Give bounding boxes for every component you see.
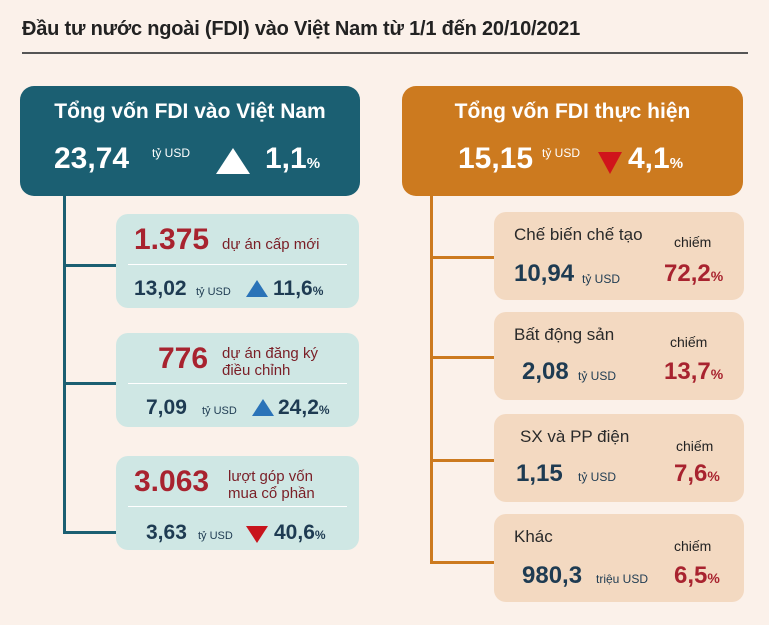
adjusted-projects-desc-1: dự án đăng ký — [222, 345, 318, 362]
new-projects-card: 1.375 dự án cấp mới 13,02 tỷ USD 11,6% — [116, 214, 359, 308]
manufacturing-share: 72,2% — [664, 260, 724, 287]
left-connector-branch-3 — [63, 531, 117, 534]
right-connector-branch-3 — [430, 459, 495, 462]
adjusted-projects-count: 776 — [158, 342, 209, 375]
down-arrow-icon — [598, 152, 622, 174]
new-projects-capital: 13,02 — [134, 277, 187, 300]
power-unit: tỷ USD — [578, 470, 617, 484]
implemented-fdi-title: Tổng vốn FDI thực hiện — [454, 100, 691, 123]
right-connector-branch-1 — [430, 256, 495, 259]
right-connector-branch-4 — [430, 561, 495, 564]
real-estate-label: Bất động sản — [514, 325, 615, 344]
adjusted-projects-card: 776 dự án đăng ký điều chỉnh 7,09 tỷ USD… — [116, 333, 359, 427]
other-card: Khác chiếm 980,3 triệu USD 6,5% — [494, 514, 744, 602]
other-value: 980,3 — [522, 562, 583, 589]
left-connector-vertical — [63, 196, 66, 534]
page-title: Đầu tư nước ngoài (FDI) vào Việt Nam từ … — [22, 18, 581, 40]
implemented-fdi-change: 4,1% — [628, 142, 684, 175]
power-share: 7,6% — [674, 460, 720, 487]
capital-contribution-count: 3.063 — [134, 465, 210, 498]
new-projects-unit: tỷ USD — [196, 286, 231, 298]
manufacturing-share-label: chiếm — [674, 234, 712, 250]
real-estate-share: 13,7% — [664, 358, 724, 385]
adjusted-projects-change: 24,2% — [278, 396, 330, 419]
other-share: 6,5% — [674, 562, 720, 589]
card-divider — [128, 264, 347, 265]
other-unit: triệu USD — [596, 572, 649, 586]
up-arrow-icon — [252, 399, 274, 416]
implemented-fdi-unit: tỷ USD — [542, 146, 581, 160]
adjusted-projects-unit: tỷ USD — [202, 405, 237, 417]
total-fdi-unit: tỷ USD — [152, 146, 191, 160]
power-value: 1,15 — [516, 460, 563, 487]
total-fdi-change: 1,1% — [265, 142, 321, 175]
manufacturing-unit: tỷ USD — [582, 272, 621, 286]
capital-contribution-change: 40,6% — [274, 521, 326, 544]
adjusted-projects-capital: 7,09 — [146, 396, 187, 419]
new-projects-desc: dự án cấp mới — [222, 236, 320, 253]
manufacturing-value: 10,94 — [514, 260, 575, 287]
capital-contribution-unit: tỷ USD — [198, 530, 233, 542]
real-estate-unit: tỷ USD — [578, 369, 617, 383]
real-estate-share-label: chiếm — [670, 334, 708, 350]
up-arrow-icon — [246, 280, 268, 297]
new-projects-count: 1.375 — [134, 223, 210, 256]
title-divider — [22, 52, 748, 54]
other-share-label: chiếm — [674, 538, 712, 554]
power-share-label: chiếm — [676, 438, 714, 454]
manufacturing-label: Chế biến chế tạo — [514, 225, 643, 244]
total-fdi-title: Tổng vốn FDI vào Việt Nam — [54, 100, 326, 123]
card-divider — [128, 506, 347, 507]
right-connector-vertical — [430, 196, 433, 564]
left-connector-branch-1 — [63, 264, 117, 267]
power-card: SX và PP điện chiếm 1,15 tỷ USD 7,6% — [494, 414, 744, 502]
up-arrow-icon — [216, 148, 250, 174]
total-fdi-header: Tổng vốn FDI vào Việt Nam 23,74 tỷ USD 1… — [20, 86, 360, 196]
new-projects-change: 11,6% — [273, 277, 324, 300]
capital-contribution-desc-1: lượt góp vốn — [228, 468, 313, 485]
down-arrow-icon — [246, 526, 268, 543]
real-estate-card: Bất động sản chiếm 2,08 tỷ USD 13,7% — [494, 312, 744, 400]
card-divider — [128, 383, 347, 384]
left-connector-branch-2 — [63, 382, 117, 385]
implemented-fdi-header: Tổng vốn FDI thực hiện 15,15 tỷ USD 4,1% — [402, 86, 743, 196]
capital-contribution-desc-2: mua cổ phần — [228, 485, 315, 502]
implemented-fdi-value: 15,15 — [458, 142, 534, 175]
total-fdi-value: 23,74 — [54, 142, 130, 175]
capital-contribution-capital: 3,63 — [146, 521, 187, 544]
adjusted-projects-desc-2: điều chỉnh — [222, 362, 291, 379]
other-label: Khác — [514, 527, 553, 546]
right-connector-branch-2 — [430, 356, 495, 359]
power-label: SX và PP điện — [520, 427, 630, 446]
capital-contribution-card: 3.063 lượt góp vốn mua cổ phần 3,63 tỷ U… — [116, 456, 359, 550]
real-estate-value: 2,08 — [522, 358, 569, 385]
manufacturing-card: Chế biến chế tạo chiếm 10,94 tỷ USD 72,2… — [494, 212, 744, 300]
